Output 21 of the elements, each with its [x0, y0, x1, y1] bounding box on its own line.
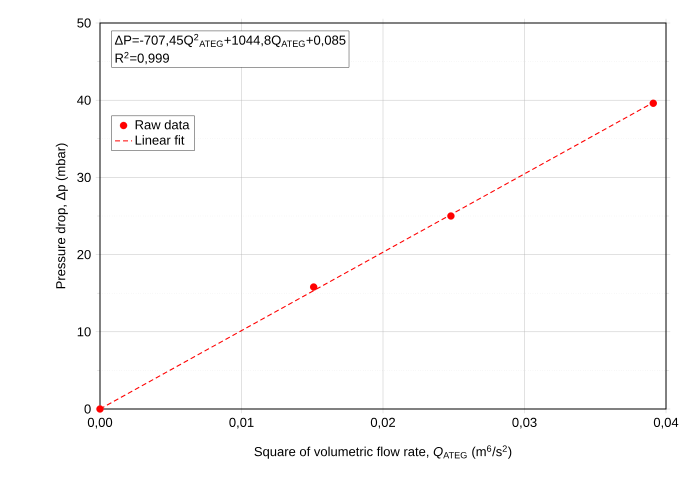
- annotation: ΔP=-707,45Q$^{2}$$_{ATEG}$+1044,8Q$_{ATEG}$+0,085: [114, 34, 346, 48]
- y-axis-title: Pressure drop, Δp (mbar): [56, 144, 68, 288]
- y-tick-label: 0: [84, 404, 91, 414]
- point: [310, 283, 318, 291]
- legend-label: Linear fit: [136, 135, 184, 145]
- y-tick-label: 20: [77, 250, 91, 260]
- x-axis-title: Square of volumetric flow rate, Q$_{ATEG}$ (m$^{6}$/s$^{2}$): [254, 445, 512, 459]
- x-tick-label: 0,04: [654, 418, 678, 429]
- point: [650, 100, 657, 107]
- y-tick-label: 30: [77, 172, 91, 182]
- x-tick-label: 0,03: [512, 418, 537, 429]
- x-tick-label: 0,00: [88, 418, 112, 429]
- annotation: R$^{2}$=0,999: [116, 52, 169, 64]
- point: [96, 405, 104, 413]
- y-tick-label: 50: [77, 18, 91, 28]
- legend-label: Raw data: [136, 120, 190, 130]
- point: [447, 212, 455, 220]
- x-tick-label: 0,01: [229, 418, 254, 429]
- y-tick-label: 40: [77, 96, 91, 105]
- y-tick-label: 10: [78, 327, 91, 336]
- x-tick-label: 0,02: [370, 418, 395, 429]
